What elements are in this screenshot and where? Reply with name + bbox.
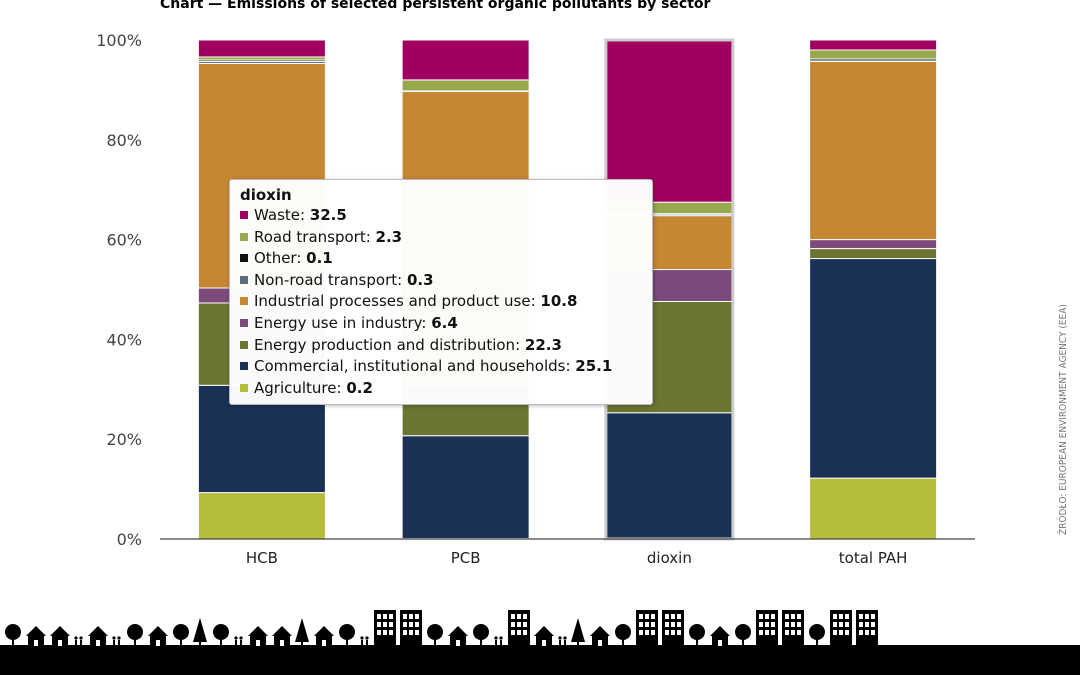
bar-segment[interactable]	[605, 412, 734, 539]
chart-title: Chart — Emissions of selected persistent…	[160, 0, 711, 12]
y-tick-label: 0%	[117, 530, 142, 549]
bar-segment[interactable]	[809, 39, 938, 51]
y-tick-label: 80%	[106, 131, 142, 150]
tooltip-swatch	[240, 362, 248, 371]
x-tick-label: PCB	[451, 549, 481, 567]
tooltip-value: 32.5	[309, 206, 347, 224]
x-axis-ticks: HCB PCB dioxin total PAH	[246, 549, 908, 567]
y-tick-label: 20%	[106, 430, 142, 449]
tooltip-label: Energy use in industry:	[254, 313, 432, 332]
tooltip-row: Road transport: 2.3	[240, 227, 642, 249]
tooltip-value: 10.8	[540, 292, 578, 311]
tooltip-label: Waste:	[254, 206, 310, 224]
tooltip-swatch	[240, 211, 248, 219]
tooltip-label: Road transport:	[254, 227, 376, 246]
bar-segment[interactable]	[809, 248, 938, 260]
bar-segment[interactable]	[401, 79, 530, 92]
bar-segment[interactable]	[809, 60, 938, 241]
tooltip-swatch	[240, 232, 248, 241]
source-credit: ŹRÓDŁO: EUROPEAN ENVIRONMENT AGENCY (EEA…	[1058, 304, 1069, 535]
tooltip-label: Agriculture:	[254, 378, 347, 397]
tooltip-row: Commercial, institutional and households…	[240, 356, 642, 378]
tooltip-swatch	[240, 254, 248, 263]
tooltip-row: Industrial processes and product use: 10…	[240, 291, 642, 313]
tooltip-value: 2.3	[375, 227, 403, 246]
y-axis-ticks: 0% 20% 40% 60% 80% 100%	[96, 31, 142, 549]
tooltip-rows: Waste: 32.5 Road transport: 2.3 Other: 0.1…	[240, 205, 642, 399]
bar-segment[interactable]	[809, 258, 938, 479]
tooltip-label: Other:	[254, 249, 307, 268]
bar-segment[interactable]	[401, 435, 530, 540]
tooltip-label: Industrial processes and product use:	[254, 292, 541, 311]
tooltip: dioxin Waste: 32.5 Road transport: 2.3 Oth…	[229, 179, 653, 405]
tooltip-swatch	[240, 275, 248, 284]
bar-segment[interactable]	[197, 492, 326, 540]
bar-segment[interactable]	[401, 39, 530, 81]
tooltip-row: Energy use in industry: 6.4	[240, 313, 642, 335]
tooltip-value: 6.4	[431, 313, 458, 332]
x-tick-label: dioxin	[647, 549, 692, 567]
tooltip-label: Energy production and distribution:	[254, 335, 525, 354]
y-tick-label: 40%	[106, 330, 142, 349]
tooltip-value: 22.3	[524, 335, 562, 354]
tooltip-swatch	[240, 340, 248, 349]
bar-segment[interactable]	[809, 49, 938, 60]
tooltip-value: 0.2	[346, 378, 373, 397]
bar-stack-total-pah[interactable]	[809, 39, 938, 540]
tooltip-row: Energy production and distribution: 22.3	[240, 335, 642, 357]
tooltip-swatch	[240, 383, 248, 392]
tooltip-row: Other: 0.1	[240, 248, 642, 270]
y-tick-label: 60%	[106, 231, 142, 250]
tooltip-value: 25.1	[575, 357, 613, 376]
tooltip-label: Commercial, institutional and households…	[254, 357, 576, 376]
tooltip-row: Agriculture: 0.2	[240, 378, 642, 400]
footer-black-band	[0, 645, 1080, 675]
bar-segment[interactable]	[809, 477, 938, 540]
bar-segment[interactable]	[197, 39, 326, 58]
tooltip-swatch	[240, 318, 248, 327]
tooltip-row: Non-road transport: 0.3	[240, 270, 642, 292]
tooltip-value: 0.1	[306, 249, 333, 268]
tooltip-title: dioxin	[240, 186, 292, 204]
y-tick-label: 100%	[96, 31, 142, 50]
bar-segment[interactable]	[809, 239, 938, 250]
skyline-icons	[5, 610, 878, 646]
tooltip-swatch	[240, 297, 248, 306]
x-tick-label: HCB	[246, 549, 278, 567]
bar-segment[interactable]	[401, 402, 530, 437]
tooltip-value: 0.3	[406, 270, 434, 289]
bar-segment[interactable]	[605, 39, 734, 203]
tooltip-label: Non-road transport:	[254, 270, 407, 289]
x-tick-label: total PAH	[839, 549, 908, 567]
city-skyline-decoration	[0, 610, 1080, 675]
tooltip-row: Waste: 32.5	[240, 205, 642, 227]
